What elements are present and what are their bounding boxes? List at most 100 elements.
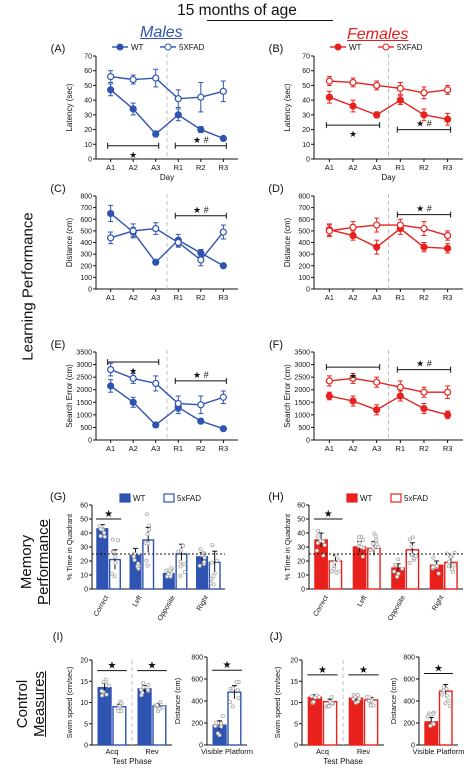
y-tick-label: 0 (88, 287, 92, 294)
data-point-wt (420, 111, 428, 119)
y-tick-label: 70 (302, 54, 310, 61)
y-axis-title: Swim speed (cm/sec) (273, 666, 282, 738)
y-tick-label: 60 (84, 68, 92, 75)
x-tick-label: A1 (106, 163, 115, 172)
individual-data-point (167, 568, 172, 573)
individual-data-point (447, 559, 452, 564)
legend-swatch-marker (382, 43, 390, 51)
bar-wt (314, 539, 328, 590)
individual-data-point (236, 688, 241, 693)
data-point-wt (219, 425, 227, 433)
individual-data-point (322, 543, 327, 548)
data-point-5xfad (107, 72, 115, 81)
data-point-5xfad (444, 388, 452, 396)
data-point-wt (107, 382, 115, 390)
individual-data-point (119, 701, 124, 706)
panel-a: (A) 0 10 20 30 40 50 60 70 A1 A2 A3 R1 R2 R3 Day Latency… (51, 43, 238, 182)
individual-data-point (313, 695, 318, 700)
x-tick-label: R1 (173, 444, 183, 453)
significance-marker: ★ (108, 661, 117, 672)
individual-data-point (140, 690, 145, 695)
y-axis-title: % Time in Quadrant (283, 513, 292, 580)
individual-data-point (316, 528, 321, 533)
y-tick-label: 800 (403, 655, 415, 662)
individual-data-point (116, 538, 121, 543)
individual-data-point (407, 537, 412, 542)
data-point-wt (197, 417, 205, 425)
y-tick-label: 20 (80, 658, 88, 665)
individual-data-point (112, 574, 117, 579)
individual-data-point (436, 571, 441, 576)
panel-label: (I) (53, 631, 63, 643)
x-tick-label: R2 (196, 293, 206, 302)
bar-wt (348, 697, 364, 746)
individual-data-point (158, 700, 163, 705)
x-tick-label: A3 (372, 444, 381, 453)
y-tick-label: 10 (80, 700, 88, 707)
individual-data-point (236, 696, 241, 701)
x-tick-label: R1 (396, 163, 406, 172)
subpanel-i-2: 0 200 400 600 800 Visible Platform Distance (c… (173, 655, 253, 757)
y-tick-label: 50 (297, 517, 305, 524)
series-line-wt (329, 96, 448, 120)
individual-data-point (145, 532, 150, 537)
y-tick-label: 10 (84, 142, 92, 149)
y-tick-label: 1500 (294, 400, 310, 407)
data-point-5xfad (349, 374, 357, 382)
y-tick-label: 70 (84, 54, 92, 61)
panel-label: (C) (50, 183, 65, 195)
data-point-5xfad (197, 401, 205, 409)
data-point-5xfad (396, 84, 404, 92)
y-tick-label: 200 (191, 721, 203, 728)
y-tick-label: 20 (290, 658, 298, 665)
significance-marker: ★ (148, 661, 157, 672)
individual-data-point (181, 543, 186, 548)
y-tick-label: 50 (80, 517, 88, 524)
panel-label: (H) (268, 491, 283, 503)
individual-data-point (334, 570, 339, 575)
bar-5xfad (322, 700, 338, 746)
y-tick-label: 30 (297, 545, 305, 552)
series-line-5xfad (110, 227, 224, 261)
individual-data-point (144, 558, 149, 563)
y-axis-title: Search Error (cm) (65, 364, 74, 428)
individual-data-point (210, 543, 215, 548)
data-point-5xfad (373, 221, 381, 229)
data-point-5xfad (373, 81, 381, 90)
data-point-wt (373, 243, 381, 251)
legend-label: WT (360, 494, 373, 503)
individual-data-point (447, 703, 452, 708)
individual-data-point (327, 704, 332, 709)
y-tick-label: 1000 (76, 412, 92, 419)
legend-swatch-marker (334, 43, 342, 51)
individual-data-point (100, 693, 105, 698)
data-point-5xfad (219, 87, 227, 95)
y-tick-label: 0 (84, 587, 88, 594)
x-tick-label: Left (132, 594, 144, 608)
panel-label: (B) (269, 43, 284, 55)
data-point-wt (444, 244, 452, 252)
y-tick-label: 800 (298, 194, 310, 201)
individual-data-point (219, 724, 224, 729)
individual-data-point (182, 570, 187, 575)
x-tick-label: Rev (145, 747, 159, 756)
significance-marker: ★ # (193, 370, 209, 380)
data-point-wt (129, 105, 137, 113)
panel-label: (A) (51, 43, 66, 55)
significance-marker: ★ (318, 665, 327, 676)
individual-data-point (161, 705, 166, 710)
x-tick-label: A2 (348, 444, 357, 453)
individual-data-point (104, 692, 109, 697)
individual-data-point (117, 704, 122, 709)
x-tick-label: A1 (325, 293, 334, 302)
y-tick-label: 400 (298, 240, 310, 247)
individual-data-point (315, 541, 320, 546)
individual-data-point (330, 701, 335, 706)
individual-data-point (428, 723, 433, 728)
y-tick-label: 3000 (294, 362, 310, 369)
y-tick-label: 50 (302, 83, 310, 90)
data-point-5xfad (396, 221, 404, 229)
individual-data-point (231, 686, 236, 691)
individual-data-point (409, 544, 414, 549)
